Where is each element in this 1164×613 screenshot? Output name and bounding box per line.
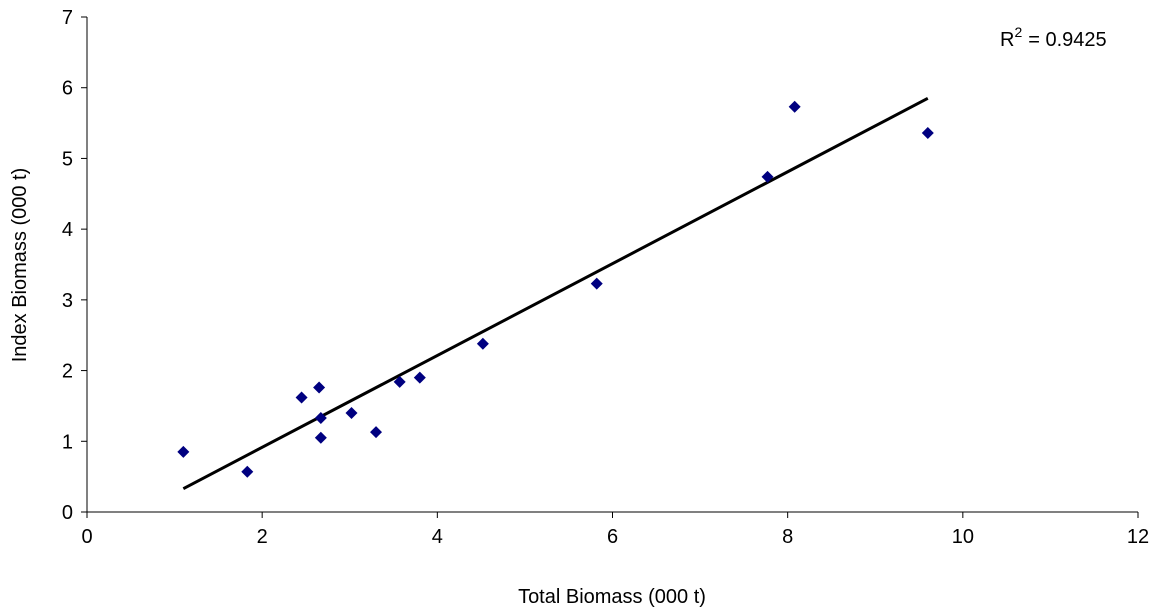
data-point (761, 170, 774, 183)
data-point (788, 100, 801, 113)
r-sup: 2 (1014, 24, 1022, 40)
y-tick-label: 6 (62, 78, 73, 100)
y-tick-label: 2 (62, 361, 73, 383)
r-value: = 0.9425 (1028, 29, 1106, 51)
trend-line (182, 96, 929, 490)
data-point (590, 277, 603, 290)
x-tick-label: 8 (782, 526, 793, 548)
data-point (314, 431, 327, 444)
r-base: R (1000, 29, 1014, 51)
x-tick-label: 12 (1127, 526, 1149, 548)
y-tick-label: 4 (62, 219, 73, 241)
data-point (314, 411, 327, 424)
y-tick-label: 3 (62, 290, 73, 312)
data-point (921, 126, 934, 139)
data-point (413, 371, 426, 384)
y-tick-label: 0 (62, 502, 73, 524)
data-point (313, 381, 326, 394)
r-squared-annotation: R2 = 0.9425 (1000, 24, 1107, 51)
x-tick-label: 2 (257, 526, 268, 548)
x-tick-label: 4 (432, 526, 443, 548)
x-tick-label: 0 (81, 526, 92, 548)
y-axis-label: Index Biomass (000 t) (9, 168, 31, 363)
y-tick-label: 7 (62, 7, 73, 29)
data-point (295, 391, 308, 404)
x-tick-label: 10 (952, 526, 974, 548)
data-point (241, 465, 254, 478)
data-point (370, 426, 383, 439)
data-point (476, 337, 489, 350)
y-tick-label: 1 (62, 431, 73, 453)
x-axis-label: Total Biomass (000 t) (518, 586, 706, 608)
x-tick-label: 6 (607, 526, 618, 548)
data-point (393, 375, 406, 388)
data-point (177, 445, 190, 458)
data-point (345, 407, 358, 419)
y-tick-label: 5 (62, 148, 73, 170)
